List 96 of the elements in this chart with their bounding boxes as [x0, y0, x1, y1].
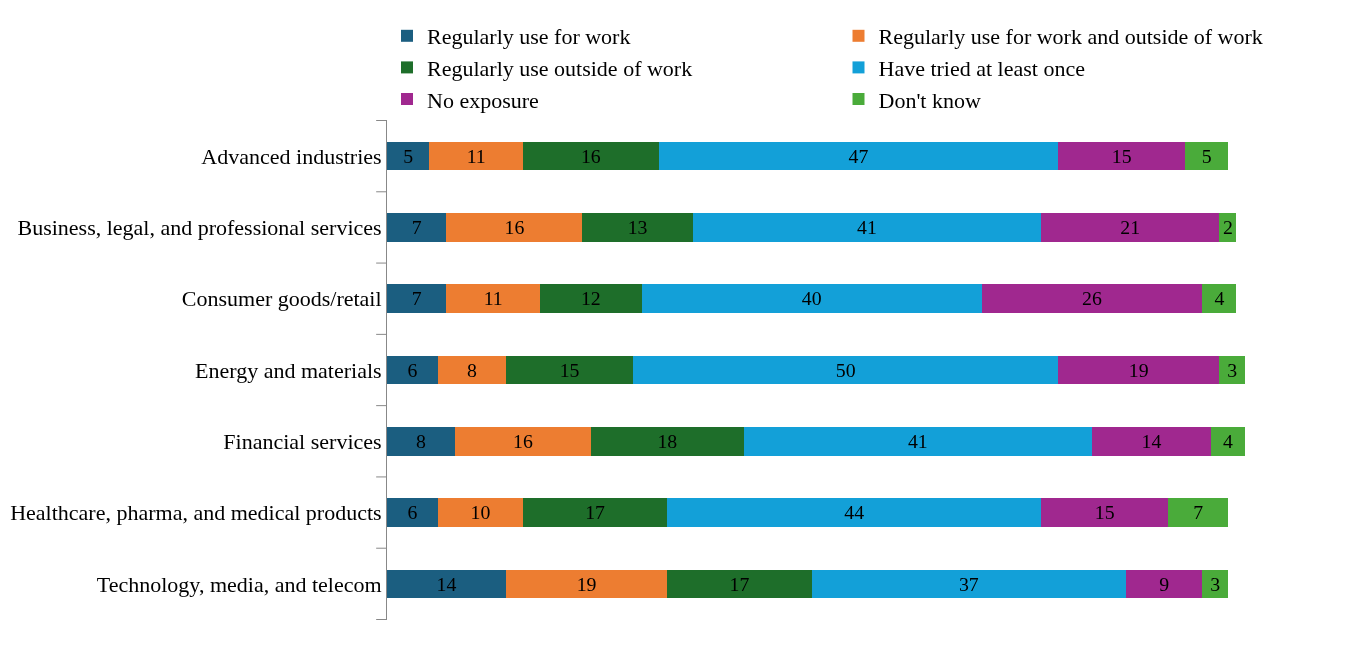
legend-label: Have tried at least once	[878, 55, 1085, 81]
data-label: 40	[801, 287, 822, 310]
data-label: 15	[1111, 144, 1132, 167]
data-label: 3	[1227, 358, 1238, 381]
data-label: 13	[627, 216, 648, 239]
data-label: 14	[1141, 430, 1162, 453]
legend-label: No exposure	[427, 87, 539, 113]
y-tick-label: Advanced industries	[201, 143, 382, 169]
bar	[387, 498, 438, 527]
data-label: 16	[504, 216, 525, 239]
bar	[1219, 355, 1245, 385]
bar	[387, 569, 506, 599]
data-label: 8	[416, 430, 427, 453]
data-label: 15	[559, 358, 580, 381]
legend-label: Regularly use outside of work	[427, 55, 693, 81]
bar	[454, 427, 591, 456]
data-label: 16	[580, 144, 601, 167]
bar	[1091, 427, 1211, 456]
bar	[387, 284, 447, 313]
data-label: 18	[657, 430, 678, 453]
bar	[1185, 141, 1228, 171]
data-label: 12	[580, 287, 601, 310]
bar	[522, 498, 668, 527]
y-tick-label: Energy and materials	[195, 357, 382, 383]
y-tick-label: Financial services	[223, 428, 382, 454]
bar	[590, 427, 744, 456]
bar	[692, 213, 1041, 242]
bar	[429, 141, 523, 171]
data-label: 21	[1120, 216, 1141, 239]
data-label: 4	[1222, 430, 1233, 453]
data-label: 3	[1210, 572, 1221, 595]
data-label: 15	[1094, 501, 1115, 524]
data-label: 47	[848, 144, 869, 167]
data-label: 14	[436, 572, 457, 595]
bar	[539, 284, 642, 313]
bar	[633, 355, 1058, 385]
bar	[1057, 141, 1186, 171]
legend-label: Don't know	[878, 87, 981, 113]
data-label: 5	[1201, 144, 1212, 167]
bar	[446, 284, 540, 313]
bar	[811, 569, 1126, 599]
y-tick-label: Consumer goods/retail	[181, 286, 382, 312]
bar	[1041, 498, 1169, 527]
bar	[387, 427, 455, 456]
data-label: 11	[483, 287, 503, 310]
data-label: 26	[1082, 287, 1102, 310]
data-label: 11	[466, 144, 486, 167]
bar	[387, 355, 438, 385]
data-label: 41	[856, 216, 877, 239]
bar	[667, 498, 1041, 527]
bar	[1202, 569, 1228, 599]
data-label: 41	[907, 430, 928, 453]
bar	[1125, 569, 1203, 599]
bar	[387, 141, 430, 171]
data-label: 7	[411, 287, 422, 310]
bar	[1041, 213, 1220, 242]
data-label: 19	[576, 572, 597, 595]
data-label: 37	[958, 572, 979, 595]
bar	[505, 569, 668, 599]
data-label: 44	[844, 501, 865, 524]
bar	[522, 141, 659, 171]
bar	[1168, 498, 1228, 527]
bar	[667, 569, 812, 599]
y-tick-label: Healthcare, pharma, and medical products	[10, 500, 382, 526]
bar	[1210, 427, 1245, 456]
bar	[437, 355, 506, 385]
data-label: 16	[513, 430, 533, 453]
legend-label: Regularly use for work	[427, 24, 631, 50]
data-label: 9	[1159, 572, 1170, 595]
bar	[505, 355, 634, 385]
y-tick-label: Technology, media, and telecom	[96, 571, 382, 597]
data-label: 4	[1214, 287, 1225, 310]
data-label: 17	[585, 501, 606, 524]
data-label: 19	[1128, 358, 1149, 381]
bar	[1202, 284, 1237, 313]
bar	[981, 284, 1203, 313]
data-label: 6	[407, 501, 418, 524]
data-label: 17	[729, 572, 750, 595]
bar	[437, 498, 523, 527]
data-label: 2	[1222, 216, 1233, 239]
data-label: 7	[1193, 501, 1204, 524]
y-tick-label: Business, legal, and professional services	[17, 215, 382, 241]
bar	[1057, 355, 1220, 385]
bar	[658, 141, 1058, 171]
bar	[641, 284, 982, 313]
data-label: 7	[411, 216, 422, 239]
data-label: 50	[835, 358, 856, 381]
data-label: 6	[407, 358, 418, 381]
bar	[446, 213, 583, 242]
legend-label: Regularly use for work and outside of work	[878, 24, 1263, 50]
data-label: 10	[470, 501, 491, 524]
data-label: 8	[466, 358, 477, 381]
bar	[743, 427, 1092, 456]
data-label: 5	[403, 144, 414, 167]
bar	[582, 213, 693, 242]
bar	[387, 213, 447, 242]
